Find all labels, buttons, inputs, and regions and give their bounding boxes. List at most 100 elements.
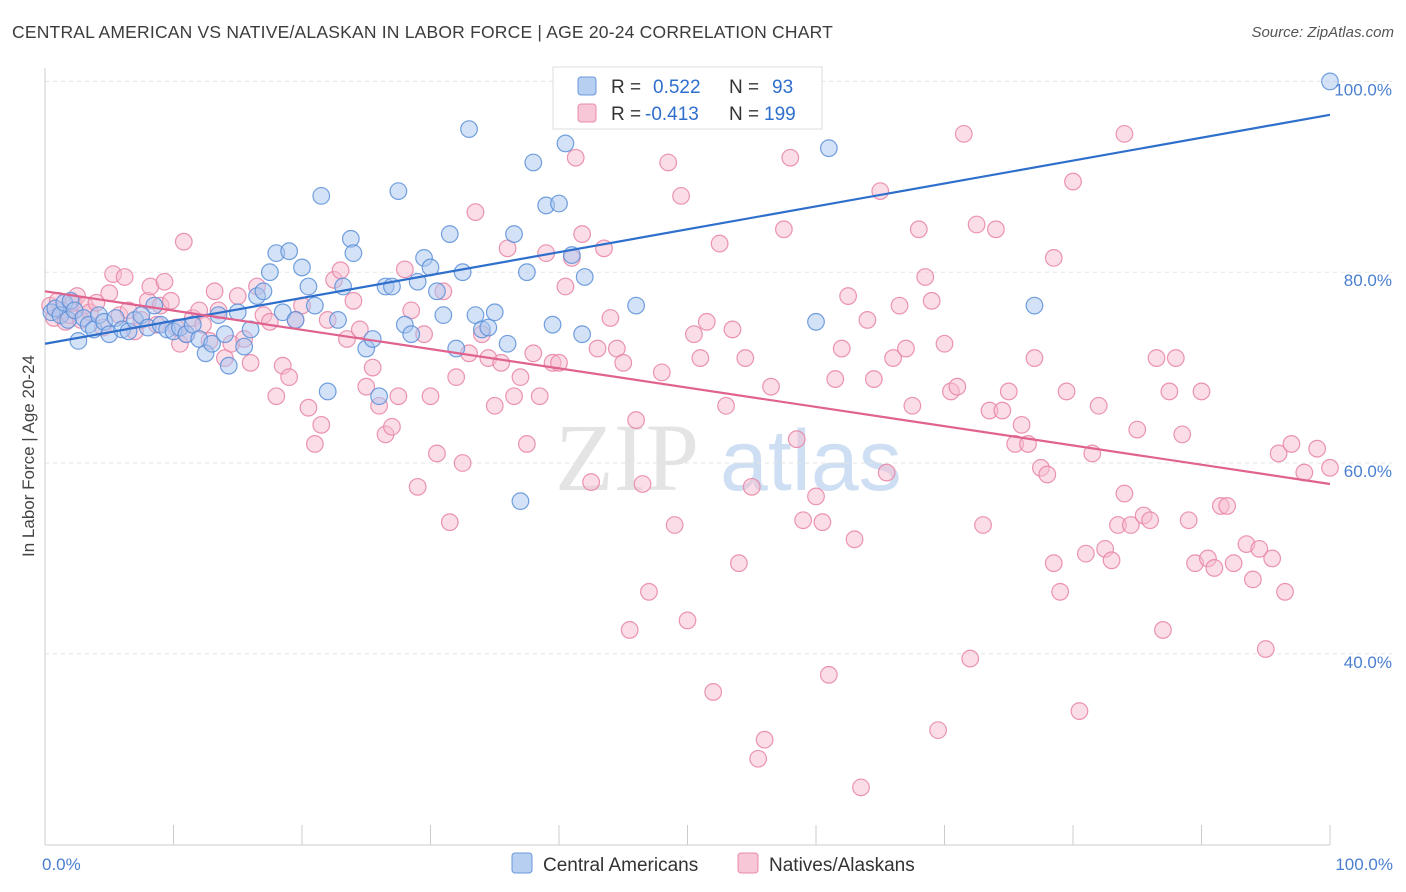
- natives-point: [1160, 382, 1179, 401]
- natives-point: [162, 291, 180, 310]
- natives-point: [389, 387, 408, 406]
- central-americans-point: [556, 134, 575, 153]
- central-americans-point: [329, 311, 347, 329]
- natives-point: [691, 349, 710, 367]
- natives-point: [1012, 415, 1031, 434]
- natives-point: [987, 220, 1005, 239]
- natives-point: [922, 291, 941, 310]
- natives-point: [1205, 559, 1224, 577]
- natives-point: [1154, 621, 1172, 639]
- natives-trend-line: [44, 290, 1331, 486]
- natives-point: [935, 334, 954, 353]
- natives-point: [742, 477, 761, 496]
- central-americans-point: [1025, 296, 1044, 315]
- stats-legend-n-label-pink: N =: [729, 104, 759, 125]
- central-americans-point: [312, 186, 331, 205]
- natives-point: [1179, 511, 1198, 530]
- natives-point: [299, 398, 318, 417]
- natives-point: [845, 530, 864, 549]
- natives-point: [659, 153, 678, 172]
- natives-point: [762, 377, 780, 396]
- natives-point: [383, 417, 401, 436]
- natives-point: [858, 311, 877, 329]
- legend-swatch-natives-alaskans: [737, 852, 759, 874]
- central-americans-point: [260, 263, 279, 282]
- stats-legend-swatch-blue: [577, 76, 597, 96]
- axes: [44, 68, 1331, 846]
- natives-point: [566, 148, 585, 167]
- natives-point: [155, 272, 174, 291]
- central-americans-point: [299, 277, 318, 296]
- natives-point: [839, 287, 858, 305]
- central-americans-point: [254, 282, 273, 301]
- central-americans-point: [460, 120, 478, 139]
- natives-point: [1064, 172, 1082, 191]
- natives-point: [897, 339, 915, 358]
- natives-point: [974, 516, 992, 534]
- stats-legend-r-label-blue: R =: [611, 77, 641, 98]
- natives-point: [961, 649, 980, 668]
- natives-point: [672, 186, 690, 205]
- central-americans-point: [440, 225, 459, 243]
- central-americans-point: [453, 263, 472, 282]
- natives-point: [749, 749, 768, 768]
- natives-point: [916, 268, 935, 286]
- central-americans-point: [69, 331, 88, 350]
- natives-point: [1269, 444, 1288, 463]
- central-americans-point: [434, 306, 453, 325]
- y-tick-label-100: 100.0%: [1334, 80, 1392, 99]
- natives-point: [331, 261, 350, 280]
- natives-point: [929, 721, 947, 740]
- legend-swatch-central-americans: [511, 852, 533, 874]
- natives-point: [1070, 702, 1089, 720]
- natives-point: [511, 368, 530, 387]
- natives-point: [710, 234, 729, 253]
- watermark-zip: ZIP: [555, 404, 699, 511]
- natives-point: [1147, 349, 1166, 367]
- central-americans-trend-line: [44, 113, 1331, 345]
- natives-point: [1166, 349, 1185, 367]
- central-americans-point: [228, 303, 247, 322]
- central-americans-point: [627, 296, 645, 315]
- stats-legend-r-label-pink: R =: [611, 104, 641, 125]
- natives-point: [601, 309, 620, 327]
- natives-point: [774, 220, 793, 239]
- natives-point: [588, 339, 607, 358]
- central-americans-point: [575, 268, 594, 286]
- central-americans-point: [807, 312, 825, 331]
- central-americans-point: [550, 194, 568, 213]
- natives-point: [530, 387, 549, 406]
- natives-point: [787, 430, 806, 449]
- central-americans-point: [479, 318, 498, 337]
- natives-point: [466, 203, 485, 221]
- series-legend: Central Americans Natives/Alaskans: [511, 852, 915, 876]
- natives-point: [1263, 549, 1282, 568]
- natives-point: [1308, 439, 1327, 458]
- natives-point: [832, 339, 851, 358]
- natives-point: [408, 477, 427, 496]
- y-tick-label-40: 40.0%: [1344, 653, 1392, 672]
- natives-point: [440, 513, 459, 532]
- central-americans-point: [573, 325, 592, 344]
- legend-label-natives-alaskans: Natives/Alaskans: [769, 855, 915, 876]
- central-americans-point: [505, 225, 523, 243]
- central-americans-point: [428, 282, 446, 301]
- stats-legend-r-value-pink: -0.413: [645, 104, 699, 125]
- natives-point: [421, 387, 440, 406]
- tick-labels: 40.0% 60.0% 80.0% 100.0% 0.0% 100.0%: [42, 80, 1393, 874]
- natives-point: [633, 475, 652, 493]
- central-americans-point: [318, 382, 337, 401]
- natives-point: [1057, 382, 1076, 401]
- central-americans-point: [235, 337, 254, 356]
- natives-point: [492, 353, 511, 372]
- central-americans-point: [819, 139, 838, 158]
- natives-point: [813, 513, 832, 532]
- natives-point: [1089, 396, 1108, 415]
- natives-point: [280, 368, 299, 387]
- natives-point: [864, 370, 883, 388]
- natives-point: [730, 554, 748, 573]
- central-americans-point: [543, 315, 562, 334]
- natives-point: [819, 665, 838, 684]
- y-tick-label-80: 80.0%: [1344, 271, 1392, 290]
